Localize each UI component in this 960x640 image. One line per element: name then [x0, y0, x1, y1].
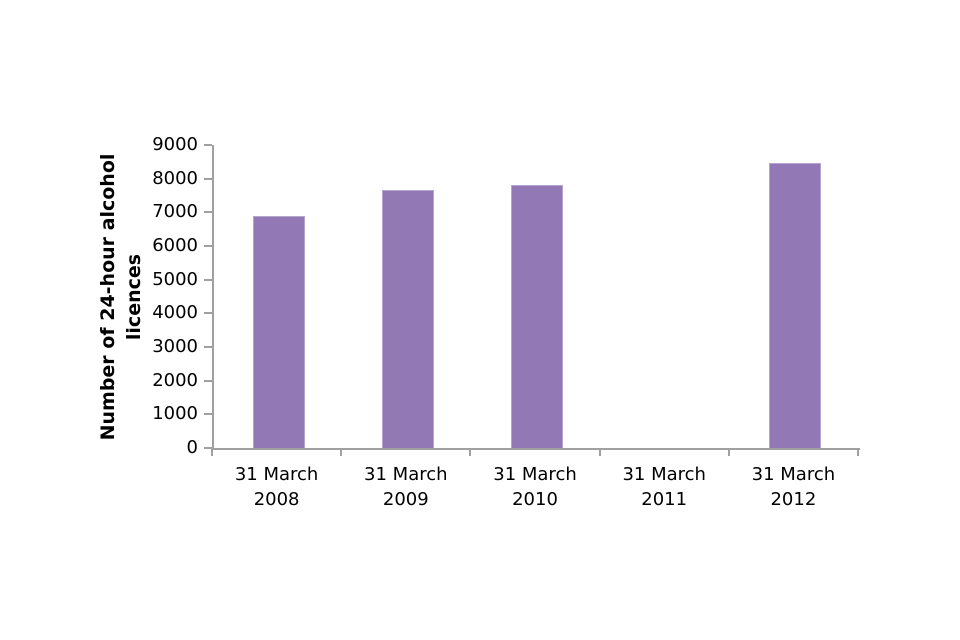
x-label-2008: 31 March 2008 — [212, 462, 342, 512]
x-tick-mark-5 — [857, 448, 859, 456]
y-tick-label-8000: 8000 — [152, 167, 198, 189]
y-tick-label-4000: 4000 — [152, 302, 198, 324]
y-tick-mark-0 — [204, 447, 212, 449]
y-tick-label-5000: 5000 — [152, 268, 198, 290]
x-label-2011: 31 March 2011 — [599, 462, 729, 512]
y-tick-mark-7000 — [204, 211, 212, 214]
y-tick-label-9000: 9000 — [152, 134, 198, 155]
y-tick-mark-6000 — [204, 245, 212, 247]
y-tick-mark-8000 — [204, 177, 212, 180]
x-label-line2: 2012 — [770, 489, 817, 510]
x-label-2010: 31 March 2010 — [470, 462, 600, 512]
y-tick-mark-3000 — [204, 346, 212, 348]
x-label-line2: 2009 — [382, 489, 429, 510]
x-label-line1: 31 March — [493, 464, 577, 485]
x-label-line2: 2008 — [253, 489, 300, 510]
y-tick-label-7000: 7000 — [152, 201, 198, 223]
y-tick-mark-5000 — [204, 278, 212, 281]
bar-2008 — [252, 215, 305, 448]
y-tick-mark-9000 — [204, 144, 212, 146]
x-label-2012: 31 March 2012 — [728, 462, 858, 512]
bar-2010 — [511, 185, 563, 448]
y-tick-label-0: 0 — [186, 437, 198, 458]
x-label-line2: 2011 — [641, 489, 688, 510]
bar-2012 — [769, 162, 822, 448]
x-tick-mark-2 — [469, 448, 472, 456]
x-tick-mark-1 — [340, 448, 343, 456]
x-label-line1: 31 March — [364, 464, 448, 485]
x-label-2009: 31 March 2009 — [341, 462, 471, 512]
x-tick-mark-4 — [727, 448, 730, 456]
plot-area — [212, 145, 860, 450]
x-label-line1: 31 March — [751, 464, 836, 485]
x-tick-mark-0 — [211, 448, 213, 456]
x-label-line1: 31 March — [622, 464, 706, 485]
x-label-line2: 2010 — [512, 489, 558, 510]
y-tick-label-6000: 6000 — [152, 235, 198, 256]
y-tick-label-2000: 2000 — [152, 369, 198, 391]
y-tick-label-1000: 1000 — [152, 403, 198, 425]
y-tick-label-3000: 3000 — [152, 336, 198, 357]
y-tick-mark-1000 — [204, 413, 212, 416]
y-tick-mark-4000 — [204, 312, 212, 315]
x-tick-mark-3 — [598, 448, 601, 456]
bar-2009 — [381, 190, 434, 448]
x-label-line1: 31 March — [234, 464, 319, 485]
y-tick-mark-2000 — [204, 379, 212, 382]
